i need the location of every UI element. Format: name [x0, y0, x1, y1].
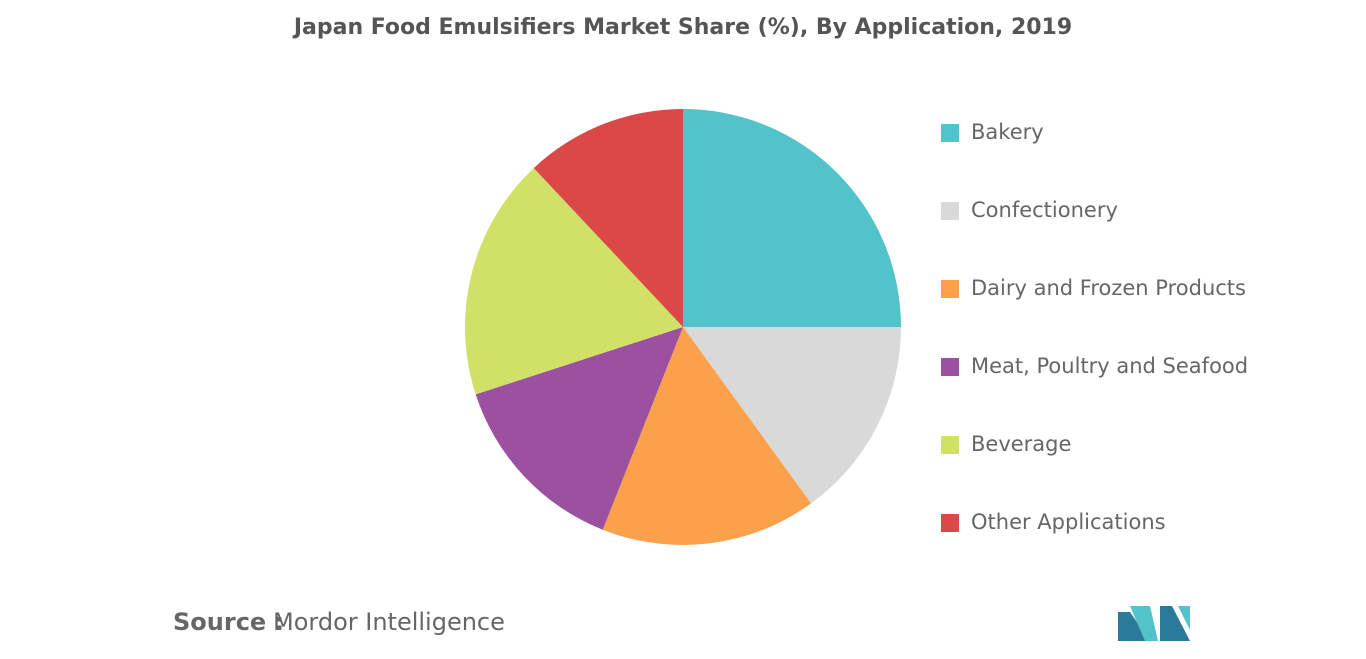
legend-label: Beverage [971, 432, 1071, 456]
legend-label: Confectionery [971, 198, 1118, 222]
pie-slice [475, 327, 683, 530]
legend-swatch [941, 436, 959, 454]
chart-title: Japan Food Emulsifiers Market Share (%),… [292, 15, 1072, 40]
legend-swatch [941, 358, 959, 376]
legend-swatch [941, 124, 959, 142]
legend-label: Bakery [971, 120, 1044, 144]
logo-shape [1130, 606, 1158, 641]
pie-slice [465, 168, 683, 395]
legend-label: Meat, Poultry and Seafood [971, 354, 1248, 378]
logo [1118, 606, 1190, 641]
legend-label: Dairy and Frozen Products [971, 276, 1246, 300]
legend-label: Other Applications [971, 510, 1166, 534]
legend: Bakery Confectionery Dairy and Frozen Prod… [941, 120, 1248, 534]
source: Mordor Intelligence [273, 608, 505, 636]
legend-swatch [941, 280, 959, 298]
source-label: Source : [173, 608, 284, 636]
pie-slice [683, 109, 901, 327]
pie [465, 109, 901, 546]
legend-swatch [941, 202, 959, 220]
logo-shape [1160, 606, 1190, 641]
pie-slice [533, 109, 683, 327]
pie-slice [683, 327, 901, 504]
pie-slice [602, 327, 812, 546]
logo-shape [1178, 606, 1190, 630]
legend-swatch [941, 514, 959, 532]
